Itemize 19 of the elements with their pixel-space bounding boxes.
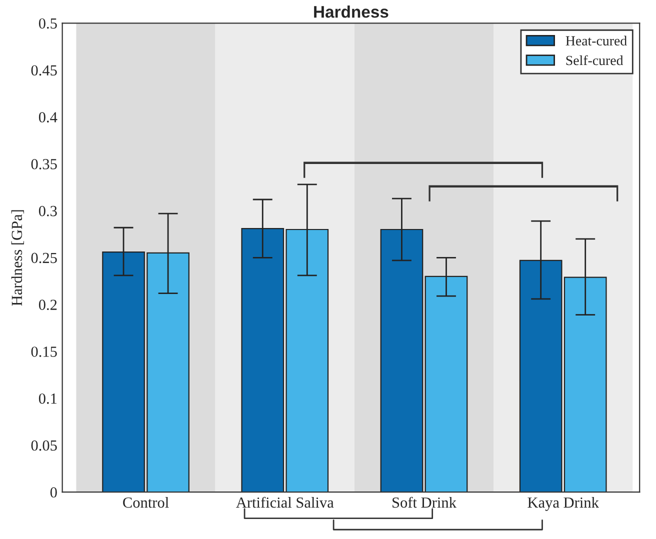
y-tick-label: 0.05 — [31, 440, 57, 451]
y-tick-label: 0.5 — [38, 18, 57, 29]
legend-label: Self-cured — [566, 55, 624, 66]
y-axis-title: Hardness [GPa] — [11, 210, 24, 306]
chart-title: Hardness — [314, 6, 388, 18]
y-tick-label: 0.3 — [38, 206, 57, 216]
y-tick-label: 0.35 — [31, 158, 57, 170]
legend-label: Heat-cured — [566, 36, 627, 46]
y-tick-label: 0.4 — [38, 112, 58, 122]
x-tick-label: Artificial Saliva — [236, 496, 334, 508]
y-tick-label: 0.45 — [31, 65, 57, 76]
y-tick-label: 0.15 — [31, 346, 57, 357]
x-tick-label: Kaya Drink — [528, 496, 599, 511]
y-tick-label: 0.2 — [38, 300, 57, 310]
x-tick-label: Control — [123, 496, 169, 508]
x-tick-label: Soft Drink — [392, 496, 456, 508]
y-tick-label: 0 — [50, 487, 57, 498]
y-tick-label: 0.25 — [31, 252, 57, 264]
y-tick-label: 0.1 — [38, 393, 57, 404]
